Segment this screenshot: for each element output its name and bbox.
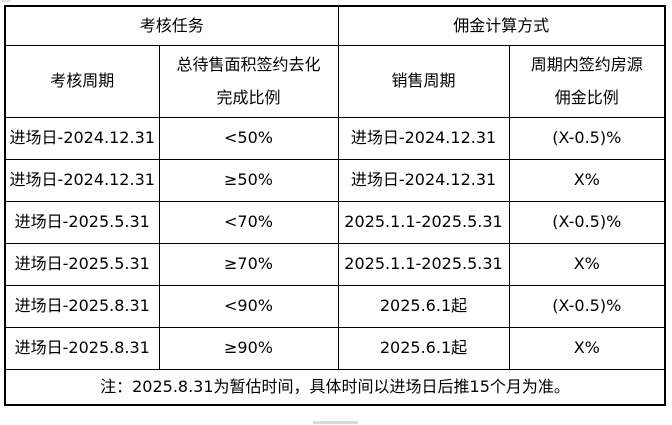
cell-sales-period: 进场日-2024.12.31 — [337, 117, 510, 160]
cell-sales-period: 进场日-2024.12.31 — [337, 159, 510, 202]
header-group-row: 考核任务 佣金计算方式 — [4, 5, 666, 46]
cell-commission-rate: X% — [508, 159, 666, 202]
cell-commission-rate: (X-0.5)% — [508, 117, 666, 160]
cell-sales-period: 2025.6.1起 — [337, 285, 510, 328]
table-row: 进场日-2024.12.31 <50% 进场日-2024.12.31 (X-0.… — [4, 117, 666, 160]
header-sales-period-label: 销售周期 — [391, 71, 456, 91]
cell-completion-ratio: ≥70% — [158, 243, 339, 286]
header-assessment-task: 考核任务 — [4, 5, 339, 46]
cell-assessment-period: 进场日-2024.12.31 — [4, 159, 160, 202]
header-sales-period: 销售周期 — [337, 45, 510, 118]
table-row: 进场日-2025.8.31 <90% 2025.6.1起 (X-0.5)% — [4, 285, 666, 328]
corner-artifact — [1, 0, 11, 2]
header-commission-method: 佣金计算方式 — [337, 5, 666, 46]
header-commission-rate: 周期内签约房源 佣金比例 — [508, 45, 666, 118]
cell-assessment-period: 进场日-2025.8.31 — [4, 327, 160, 370]
cell-commission-rate: (X-0.5)% — [508, 285, 666, 328]
header-sub-row: 考核周期 总待售面积签约去化 完成比例 销售周期 周期内签约房源 佣金比例 — [4, 45, 666, 118]
table-row: 进场日-2025.5.31 ≥70% 2025.1.1-2025.5.31 X% — [4, 243, 666, 286]
header-commission-rate-label: 周期内签约房源 佣金比例 — [530, 55, 643, 107]
cell-commission-rate: X% — [508, 243, 666, 286]
scrollbar-fragment — [313, 421, 358, 424]
cell-sales-period: 2025.6.1起 — [337, 327, 510, 370]
cell-commission-rate: (X-0.5)% — [508, 201, 666, 244]
commission-assessment-table: 考核任务 佣金计算方式 考核周期 总待售面积签约去化 完成比例 销售周期 周期内… — [4, 5, 667, 406]
cell-sales-period: 2025.1.1-2025.5.31 — [337, 201, 510, 244]
cell-completion-ratio: <50% — [158, 117, 339, 160]
footnote-row: 注：2025.8.31为暂估时间，具体时间以进场日后推15个月为准。 — [4, 369, 666, 406]
cell-assessment-period: 进场日-2025.5.31 — [4, 243, 160, 286]
table-row: 进场日-2025.8.31 ≥90% 2025.6.1起 X% — [4, 327, 666, 370]
footnote-text: 注：2025.8.31为暂估时间，具体时间以进场日后推15个月为准。 — [4, 369, 666, 406]
header-assessment-period: 考核周期 — [4, 45, 160, 118]
cell-assessment-period: 进场日-2025.5.31 — [4, 201, 160, 244]
cell-commission-rate: X% — [508, 327, 666, 370]
cell-completion-ratio: <90% — [158, 285, 339, 328]
header-assessment-period-label: 考核周期 — [50, 71, 115, 91]
header-completion-ratio-label: 总待售面积签约去化 完成比例 — [176, 55, 321, 107]
cell-completion-ratio: ≥50% — [158, 159, 339, 202]
cell-completion-ratio: ≥90% — [158, 327, 339, 370]
cell-assessment-period: 进场日-2024.12.31 — [4, 117, 160, 160]
table-row: 进场日-2025.5.31 <70% 2025.1.1-2025.5.31 (X… — [4, 201, 666, 244]
table-row: 进场日-2024.12.31 ≥50% 进场日-2024.12.31 X% — [4, 159, 666, 202]
header-completion-ratio: 总待售面积签约去化 完成比例 — [158, 45, 339, 118]
cell-completion-ratio: <70% — [158, 201, 339, 244]
cell-assessment-period: 进场日-2025.8.31 — [4, 285, 160, 328]
cell-sales-period: 2025.1.1-2025.5.31 — [337, 243, 510, 286]
